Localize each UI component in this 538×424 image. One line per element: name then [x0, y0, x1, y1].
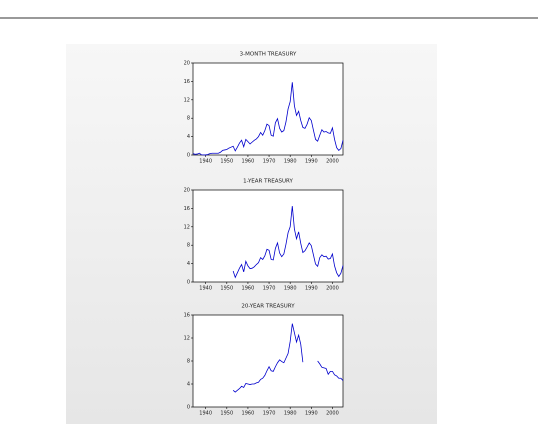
- data-line: [232, 323, 344, 393]
- y-tick-label: 16: [184, 206, 190, 212]
- chart-title: 20-YEAR TREASURY: [241, 304, 295, 310]
- y-tick-label: 0: [187, 405, 190, 411]
- x-tick-label: 1940: [199, 159, 212, 165]
- x-tick-label: 1970: [263, 159, 276, 165]
- x-tick-label: 1960: [242, 411, 255, 417]
- y-tick-label: 12: [184, 97, 190, 103]
- x-tick-label: 1950: [220, 286, 233, 292]
- chart-title: 3-MONTH TREASURY: [240, 52, 297, 58]
- y-tick-label: 20: [184, 61, 190, 67]
- plot-frame: [192, 314, 344, 408]
- y-tick-label: 8: [187, 243, 190, 249]
- x-tick-label: 1990: [305, 159, 318, 165]
- y-tick-label: 4: [187, 382, 190, 388]
- x-tick-label: 1960: [242, 286, 255, 292]
- x-tick-label: 1990: [305, 411, 318, 417]
- plot-frame: [192, 189, 344, 283]
- y-tick-label: 20: [184, 188, 190, 194]
- y-tick-label: 4: [187, 261, 190, 267]
- x-tick-label: 2000: [326, 159, 339, 165]
- x-tick-label: 1950: [220, 159, 233, 165]
- x-tick-label: 1970: [263, 286, 276, 292]
- x-tick-label: 1990: [305, 286, 318, 292]
- y-tick-label: 12: [184, 336, 190, 342]
- y-tick-label: 16: [184, 79, 190, 85]
- data-line: [192, 82, 344, 156]
- x-tick-label: 1970: [263, 411, 276, 417]
- data-line: [232, 206, 344, 279]
- y-tick-label: 0: [187, 280, 190, 286]
- x-tick-label: 1980: [284, 286, 297, 292]
- x-tick-label: 1940: [199, 411, 212, 417]
- y-tick-label: 12: [184, 224, 190, 230]
- x-tick-label: 1950: [220, 411, 233, 417]
- x-tick-label: 1980: [284, 159, 297, 165]
- y-tick-label: 16: [184, 313, 190, 319]
- x-tick-label: 2000: [326, 286, 339, 292]
- y-tick-label: 8: [187, 359, 190, 365]
- plot-frame: [192, 62, 344, 156]
- chart-title: 1-YEAR TREASURY: [243, 179, 293, 185]
- x-tick-label: 2000: [326, 411, 339, 417]
- x-tick-label: 1940: [199, 286, 212, 292]
- x-tick-label: 1980: [284, 411, 297, 417]
- y-tick-label: 4: [187, 134, 190, 140]
- y-tick-label: 8: [187, 116, 190, 122]
- y-tick-label: 0: [187, 153, 190, 159]
- x-tick-label: 1960: [242, 159, 255, 165]
